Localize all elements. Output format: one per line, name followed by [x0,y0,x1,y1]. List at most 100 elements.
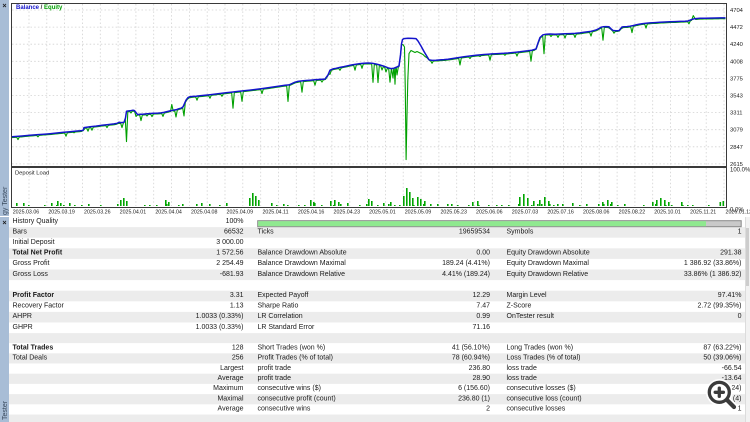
svg-text:Gross Loss: Gross Loss [13,271,49,278]
svg-text:2025.04.01: 2025.04.01 [120,210,147,216]
svg-text:×: × [2,1,6,10]
svg-text:consecutive profit (count): consecutive profit (count) [258,395,336,402]
svg-text:3.31: 3.31 [230,292,244,299]
svg-text:2025.04.11: 2025.04.11 [262,210,288,216]
svg-text:2.72 (99.35%): 2.72 (99.35%) [698,303,742,310]
svg-text:87 (63.22%): 87 (63.22%) [703,344,741,351]
svg-text:Gross Profit: Gross Profit [13,260,50,267]
svg-text:gy Tester: gy Tester [2,186,9,215]
svg-text:4472: 4472 [730,25,743,31]
svg-text:2615: 2615 [730,162,743,168]
svg-text:profit trade: profit trade [258,375,292,382]
svg-text:97.41%: 97.41% [718,292,742,299]
svg-text:Total Trades: Total Trades [13,344,54,351]
svg-text:2025.05.23: 2025.05.23 [440,210,467,216]
svg-text:1: 1 [738,406,742,413]
svg-text:2 254.49: 2 254.49 [216,260,243,267]
svg-text:2025.03.26: 2025.03.26 [84,210,111,216]
svg-text:Short Trades (won %): Short Trades (won %) [258,344,326,351]
svg-text:66532: 66532 [224,228,244,235]
svg-text:28.90: 28.90 [472,375,490,382]
svg-text:loss trade: loss trade [507,375,537,382]
svg-text:Z-Score: Z-Score [507,303,532,310]
svg-text:2026.01.12: 2026.01.12 [726,210,750,216]
svg-text:Profit Factor: Profit Factor [13,292,55,299]
svg-text:-66.54: -66.54 [722,365,742,372]
svg-text:2025.08.22: 2025.08.22 [619,210,646,216]
svg-text:4704: 4704 [730,8,744,14]
svg-text:AHPR: AHPR [13,313,32,320]
svg-text:4240: 4240 [730,42,743,48]
svg-text:2025.10.01: 2025.10.01 [654,210,681,216]
svg-text:LR Correlation: LR Correlation [258,313,303,320]
svg-text:2025.04.08: 2025.04.08 [191,210,218,216]
svg-text:128: 128 [232,344,244,351]
svg-text:Largest: Largest [220,365,243,372]
svg-text:12.29: 12.29 [472,292,490,299]
svg-text:2025.08.06: 2025.08.06 [583,210,610,216]
svg-text:2025.07.16: 2025.07.16 [547,210,574,216]
svg-text:Deposit Load: Deposit Load [15,171,49,177]
svg-text:Total Net Profit: Total Net Profit [13,250,63,257]
svg-text:3311: 3311 [730,111,742,117]
svg-text:4.41% (189.24): 4.41% (189.24) [442,271,490,278]
svg-text:consecutive wins: consecutive wins [258,406,311,413]
svg-text:Expected Payoff: Expected Payoff [258,292,309,299]
svg-text:Total Deals: Total Deals [13,355,48,362]
svg-text:consecutive wins ($): consecutive wins ($) [258,385,321,392]
svg-text:2: 2 [486,406,490,413]
svg-text:-13.64: -13.64 [722,375,742,382]
svg-text:Equity Drawdown Absolute: Equity Drawdown Absolute [507,250,590,257]
svg-text:0.0%: 0.0% [730,208,744,214]
svg-text:2025.11.21: 2025.11.21 [690,210,716,216]
svg-text:Initial Deposit: Initial Deposit [13,239,55,246]
svg-text:Equity Drawdown Relative: Equity Drawdown Relative [507,271,589,278]
svg-text:256: 256 [232,355,244,362]
svg-text:236.80: 236.80 [469,365,491,372]
svg-text:6 (156.60): 6 (156.60) [458,385,490,392]
svg-text:Loss Trades (% of total): Loss Trades (% of total) [507,355,581,362]
svg-text:Symbols: Symbols [507,228,534,235]
svg-text:41 (56.10%): 41 (56.10%) [452,344,490,351]
svg-text:3543: 3543 [730,94,743,100]
svg-text:1: 1 [738,228,742,235]
svg-text:Long Trades (won %): Long Trades (won %) [507,344,574,351]
svg-text:loss trade: loss trade [507,365,537,372]
svg-text:2025.04.16: 2025.04.16 [298,210,325,216]
svg-text:consecutive losses ($): consecutive losses ($) [507,385,576,392]
svg-text:100%: 100% [226,218,244,225]
svg-text:2025.04.09: 2025.04.09 [227,210,254,216]
svg-text:3 000.00: 3 000.00 [216,239,243,246]
svg-text:Sharpe Ratio: Sharpe Ratio [258,303,299,310]
svg-text:Recovery Factor: Recovery Factor [13,303,65,310]
svg-text:History Quality: History Quality [13,218,59,225]
svg-text:3079: 3079 [730,128,743,134]
svg-text:1.0033 (0.33%): 1.0033 (0.33%) [196,313,244,320]
svg-text:Maximal: Maximal [217,395,244,402]
svg-text:2025.03.06: 2025.03.06 [13,210,40,216]
svg-text:3775: 3775 [730,76,743,82]
svg-text:7.47: 7.47 [476,303,490,310]
svg-text:1 572.56: 1 572.56 [216,250,243,257]
svg-text:0.99: 0.99 [476,313,490,320]
svg-text:1.0033 (0.33%): 1.0033 (0.33%) [196,324,244,331]
svg-text:50 (39.06%): 50 (39.06%) [703,355,741,362]
svg-text:Tester: Tester [2,400,9,420]
svg-text:2025.05.01: 2025.05.01 [369,210,396,216]
svg-text:Bars: Bars [13,228,28,235]
svg-text:2025.05.09: 2025.05.09 [405,210,432,216]
svg-text:consecutive loss (count): consecutive loss (count) [507,395,582,402]
svg-text:Average: Average [218,375,244,382]
svg-text:33.86% (1 386.92): 33.86% (1 386.92) [684,271,742,278]
svg-text:2025.06.06: 2025.06.06 [476,210,503,216]
svg-text:Ticks: Ticks [258,228,275,235]
svg-text:2025.04.04: 2025.04.04 [155,210,182,216]
svg-text:Maximum: Maximum [213,385,244,392]
svg-text:236.80 (1): 236.80 (1) [458,395,490,402]
svg-text:Balance Drawdown Maximal: Balance Drawdown Maximal [258,260,347,267]
svg-text:189.24 (4.41%): 189.24 (4.41%) [442,260,490,267]
svg-text:×: × [2,218,6,227]
svg-text:1.13: 1.13 [230,303,244,310]
svg-text:0: 0 [738,313,742,320]
svg-text:2847: 2847 [730,145,743,151]
